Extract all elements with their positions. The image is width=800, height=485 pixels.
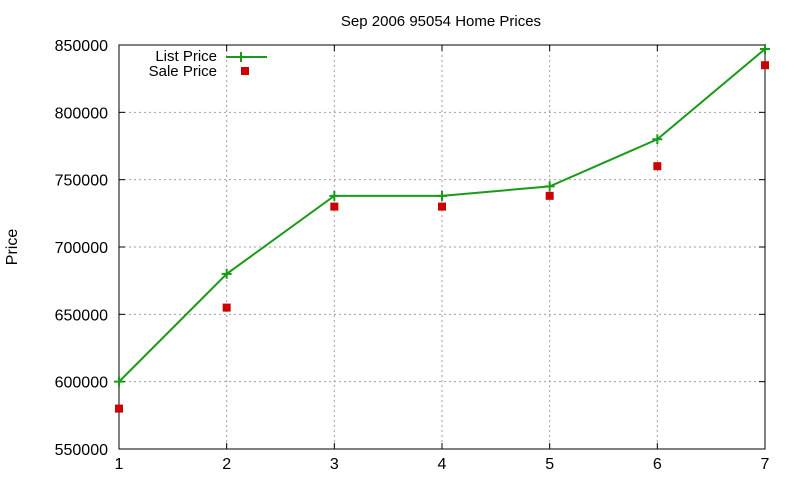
y-axis-label: Price bbox=[4, 229, 21, 266]
sale-price-point bbox=[761, 61, 769, 70]
sale-price-point bbox=[545, 191, 554, 200]
x-tick-label: 1 bbox=[115, 456, 124, 473]
x-tick-label: 5 bbox=[545, 456, 554, 473]
y-tick-label: 850000 bbox=[55, 38, 108, 55]
x-tick-label: 6 bbox=[653, 456, 662, 473]
x-tick-label: 4 bbox=[438, 456, 447, 473]
y-tick-label: 750000 bbox=[55, 173, 108, 190]
x-tick-label: 3 bbox=[330, 456, 339, 473]
legend-label-list-price: List Price bbox=[155, 48, 217, 65]
gridlines bbox=[119, 45, 765, 449]
x-tick-label: 2 bbox=[222, 456, 231, 473]
list-price-point bbox=[544, 181, 555, 192]
list-price-point bbox=[437, 190, 447, 201]
sale-price-point bbox=[653, 162, 662, 171]
sale-price-point bbox=[222, 303, 231, 312]
y-tick-label: 600000 bbox=[55, 375, 108, 392]
legend-label-sale-price: Sale Price bbox=[149, 63, 217, 80]
y-tick-label: 550000 bbox=[55, 442, 108, 459]
axis-ticks: 550000 600000 650000 700000 750000 800000 8500… bbox=[55, 38, 770, 473]
list-price-point bbox=[221, 268, 232, 279]
list-price-point bbox=[652, 134, 663, 145]
sale-price-point bbox=[438, 202, 446, 211]
series bbox=[114, 44, 770, 413]
x-tick-label: 7 bbox=[761, 456, 770, 473]
list-price-point bbox=[114, 376, 124, 387]
sale-price-point bbox=[330, 202, 339, 211]
y-tick-label: 650000 bbox=[55, 307, 108, 324]
list-price-point bbox=[329, 190, 340, 201]
chart-title: Sep 2006 95054 Home Prices bbox=[341, 13, 541, 30]
y-tick-label: 800000 bbox=[55, 105, 108, 122]
legend: List Price Sale Price bbox=[149, 48, 267, 80]
legend-swatch-sale-price-marker bbox=[241, 67, 249, 75]
legend-swatch-list-price-marker bbox=[236, 52, 246, 62]
y-tick-label: 700000 bbox=[55, 240, 108, 257]
list-price-point bbox=[760, 44, 770, 55]
sale-price-point bbox=[115, 404, 123, 413]
